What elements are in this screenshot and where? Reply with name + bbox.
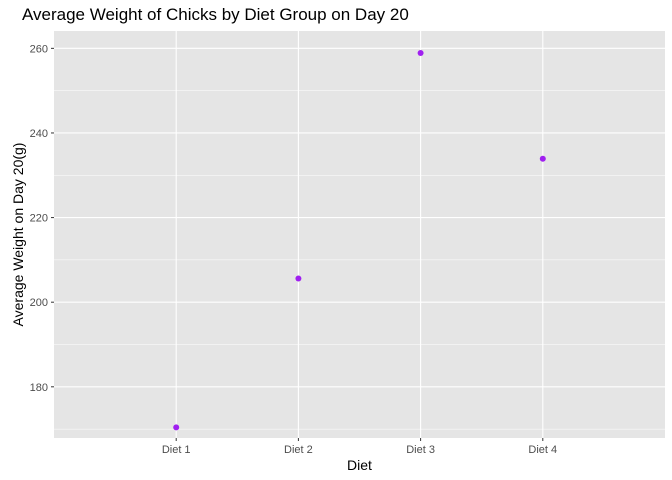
y-tick-label: 260 bbox=[30, 43, 48, 55]
data-point bbox=[539, 155, 546, 162]
data-points bbox=[173, 50, 546, 431]
data-point bbox=[173, 424, 180, 431]
x-tick-label: Diet 3 bbox=[406, 444, 435, 456]
y-tick-label: 180 bbox=[30, 382, 48, 394]
x-tick-label: Diet 2 bbox=[284, 444, 313, 456]
x-axis-ticks: Diet 1 Diet 2 Diet 3 Diet 4 bbox=[162, 438, 557, 456]
y-tick-label: 200 bbox=[30, 297, 48, 309]
x-tick-label: Diet 1 bbox=[162, 444, 191, 456]
plot-panel bbox=[54, 31, 665, 438]
data-point bbox=[295, 275, 302, 282]
data-point bbox=[417, 50, 424, 56]
grid-minor bbox=[54, 90, 665, 430]
chart-title: Average Weight of Chicks by Diet Group o… bbox=[22, 5, 409, 24]
grid-major bbox=[54, 31, 665, 438]
y-axis-ticks: 180 200 220 240 260 bbox=[30, 43, 54, 394]
y-tick-label: 240 bbox=[30, 128, 48, 140]
x-axis-title: Diet bbox=[347, 457, 372, 473]
y-tick-label: 220 bbox=[30, 213, 48, 225]
y-axis-title: Average Weight on Day 20(g) bbox=[10, 143, 26, 327]
x-tick-label: Diet 4 bbox=[528, 444, 557, 456]
